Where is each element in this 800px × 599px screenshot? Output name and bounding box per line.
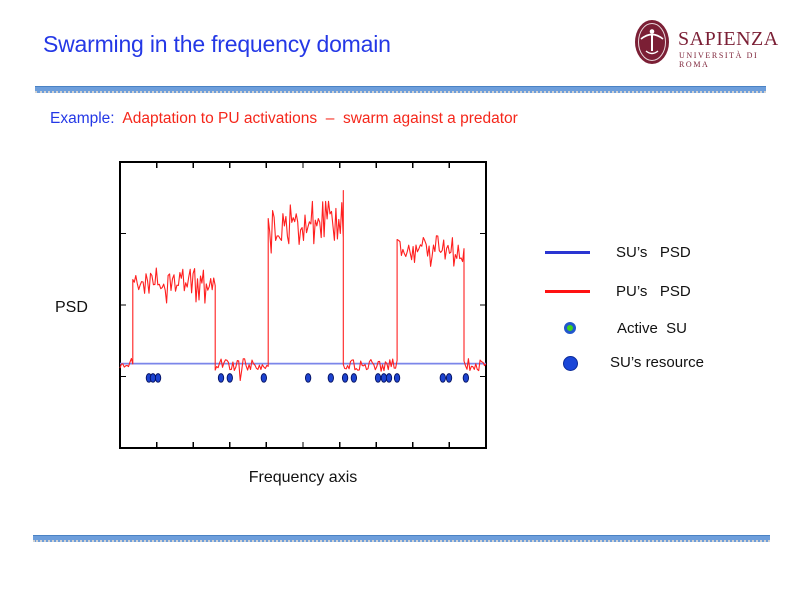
- legend-item-su-psd: SU’s PSD: [545, 243, 765, 263]
- x-axis-label: Frequency axis: [248, 469, 358, 486]
- psd-plot: [119, 161, 487, 449]
- legend-item-pu-psd: PU’s PSD: [545, 282, 765, 302]
- legend-item-su-resource: SU’s resource: [545, 353, 765, 373]
- logo-wordmark: SAPIENZA: [678, 28, 779, 50]
- subtitle-text: Adaptation to PU activations – swarm aga…: [122, 110, 518, 127]
- psd-plot-canvas: [119, 161, 487, 449]
- example-label: Example:: [50, 110, 123, 127]
- pu-psd-line-swatch: [545, 290, 590, 293]
- bottom-divider: [33, 535, 770, 542]
- legend-item-active-su: Active SU: [545, 319, 765, 339]
- sapienza-logo: SAPIENZA UNIVERSITÀ DI ROMA: [630, 16, 790, 70]
- legend-item-label: Active SU: [617, 320, 688, 337]
- sapienza-emblem-icon: [635, 20, 669, 64]
- legend-item-label: SU’s PSD: [616, 244, 691, 261]
- active-su-dot-swatch: [564, 322, 576, 334]
- title-divider: [35, 86, 766, 93]
- logo-subtext: UNIVERSITÀ DI ROMA: [679, 51, 759, 69]
- legend-item-label: SU’s resource: [610, 354, 704, 371]
- subtitle: Example: Adaptation to PU activations – …: [50, 110, 518, 128]
- legend-item-label: PU’s PSD: [616, 283, 691, 300]
- legend: SU’s PSD PU’s PSD Active SU SU’s resourc…: [545, 240, 765, 380]
- y-axis-label: PSD: [55, 299, 88, 316]
- su-resource-dot-swatch: [563, 356, 578, 371]
- su-psd-line-swatch: [545, 251, 590, 254]
- page-title: Swarming in the frequency domain: [43, 31, 391, 57]
